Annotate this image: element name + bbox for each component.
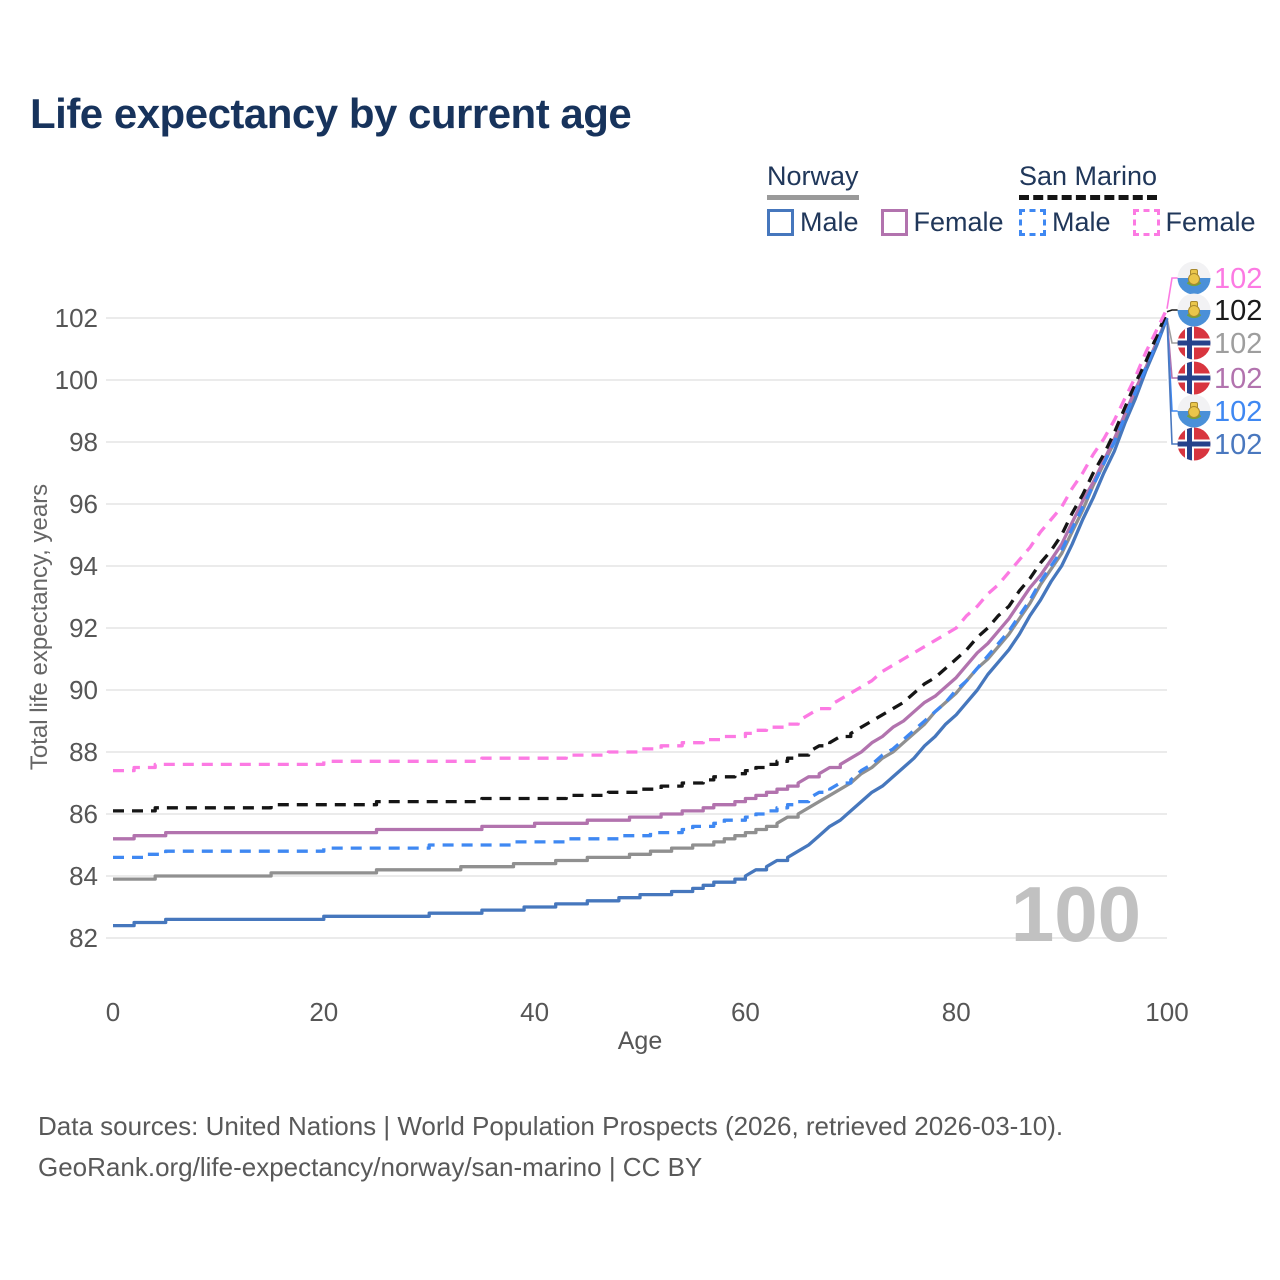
legend-item-san-marino-female[interactable]: Female	[1132, 207, 1256, 238]
x-tick-80: 80	[942, 997, 971, 1027]
norway-flag-icon	[1177, 326, 1211, 360]
y-tick-100: 100	[55, 365, 98, 395]
norway-female-swatch-icon	[880, 209, 908, 236]
norway-flag-icon	[1177, 427, 1211, 461]
series-line-san-marino-female[interactable]	[113, 307, 1169, 773]
y-tick-86: 86	[69, 799, 98, 829]
end-label-connector-1	[1166, 309, 1178, 313]
san-marino-flag-icon	[1177, 293, 1211, 327]
x-tick-20: 20	[309, 997, 338, 1027]
x-tick-100: 100	[1145, 997, 1188, 1027]
y-tick-92: 92	[69, 613, 98, 643]
end-label-value-norway-female: 102	[1214, 363, 1262, 395]
series-line-norway-both-sexes[interactable]	[113, 317, 1169, 881]
x-axis-title: Age	[618, 1027, 662, 1055]
legend-item-san-marino-male[interactable]: Male	[1019, 207, 1111, 238]
series-line-norway-male[interactable]	[113, 317, 1169, 928]
y-axis-title: Total life expectancy, years	[26, 484, 53, 770]
end-label-connector-5	[1166, 317, 1178, 445]
legend-item-norway-male[interactable]: Male	[767, 207, 859, 238]
y-tick-84: 84	[69, 861, 98, 891]
series-line-san-marino-both-sexes[interactable]	[113, 311, 1169, 813]
footer-line-attribution: GeoRank.org/life-expectancy/norway/san-m…	[38, 1152, 703, 1182]
y-tick-98: 98	[69, 427, 98, 457]
legend-label-san-marino-female: Female	[1165, 207, 1256, 237]
san-marino-flag-icon	[1177, 394, 1211, 428]
page-title: Life expectancy by current age	[30, 90, 632, 137]
end-label-connector-0	[1166, 277, 1178, 309]
y-tick-94: 94	[69, 551, 98, 581]
y-tick-82: 82	[69, 923, 98, 953]
data-sources-footer: Data sources: United Nations | World Pop…	[38, 1106, 1063, 1188]
x-tick-40: 40	[520, 997, 549, 1027]
y-tick-88: 88	[69, 737, 98, 767]
series-line-san-marino-male[interactable]	[113, 317, 1169, 860]
y-tick-96: 96	[69, 489, 98, 519]
legend-label-san-marino-male: Male	[1052, 207, 1111, 237]
san-marino-male-swatch-icon	[1019, 209, 1046, 236]
end-label-value-norway-male: 102	[1214, 429, 1262, 461]
x-tick-60: 60	[731, 997, 760, 1027]
y-tick-102: 102	[55, 303, 98, 333]
end-label-value-norway-both-sexes: 102	[1214, 328, 1262, 360]
san-marino-flag-icon	[1177, 261, 1211, 295]
end-label-value-san-marino-both-sexes: 102	[1214, 295, 1262, 327]
end-label-value-san-marino-male: 102	[1214, 396, 1262, 428]
y-tick-90: 90	[69, 675, 98, 705]
norway-male-swatch-icon	[767, 209, 794, 236]
x-tick-0: 0	[106, 997, 120, 1027]
series-line-norway-female[interactable]	[113, 317, 1169, 841]
footer-line-sources: Data sources: United Nations | World Pop…	[38, 1111, 1064, 1141]
legend-label-norway-female: Female	[913, 207, 1004, 237]
legend-label-norway-male: Male	[800, 207, 859, 237]
end-label-connector-2	[1166, 317, 1178, 344]
san-marino-female-swatch-icon	[1132, 209, 1160, 236]
norway-flag-icon	[1177, 361, 1211, 395]
hover-age-watermark: 100	[1011, 870, 1141, 958]
legend-country-san-marino: San Marino	[1019, 161, 1158, 200]
end-label-value-san-marino-female: 102	[1214, 263, 1262, 295]
legend-group-san-marino: San Marino Male Female	[1019, 161, 1278, 238]
legend-group-norway: Norway Male Female	[767, 161, 1026, 238]
legend-country-norway: Norway	[767, 161, 859, 200]
legend-item-norway-female[interactable]: Female	[880, 207, 1004, 238]
